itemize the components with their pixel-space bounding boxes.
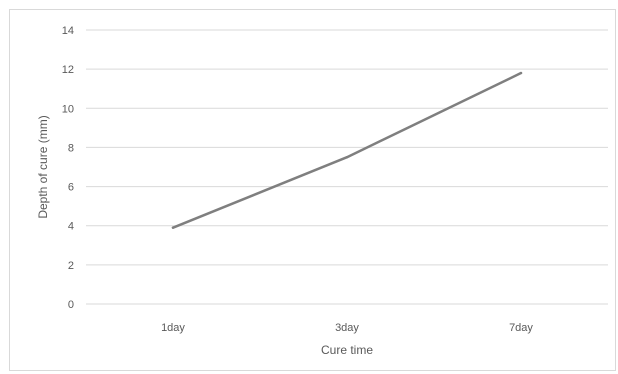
data-point [519,71,523,75]
y-tick-label: 6 [68,182,74,194]
x-axis-ticks: 1day 3day 7day [161,322,533,334]
chart-frame [9,9,616,371]
x-tick-label: 3day [335,322,359,334]
series-line-0 [171,71,523,229]
y-axis-ticks: 0 2 4 6 8 10 12 14 [62,25,74,311]
y-tick-label: 2 [68,260,74,272]
y-tick-label: 8 [68,142,74,154]
gridlines [86,29,608,305]
x-tick-label: 7day [509,322,533,334]
y-tick-label: 4 [68,221,74,233]
y-tick-label: 10 [62,103,74,115]
y-tick-label: 0 [68,299,74,311]
data-point [171,226,175,229]
data-point [345,156,349,159]
y-tick-label: 14 [62,25,74,37]
x-axis-title: Cure time [321,343,373,357]
y-tick-label: 12 [62,64,74,76]
x-tick-label: 1day [161,322,185,334]
y-axis-title: Depth of cure (mm) [36,115,50,218]
series-layer [171,71,523,229]
